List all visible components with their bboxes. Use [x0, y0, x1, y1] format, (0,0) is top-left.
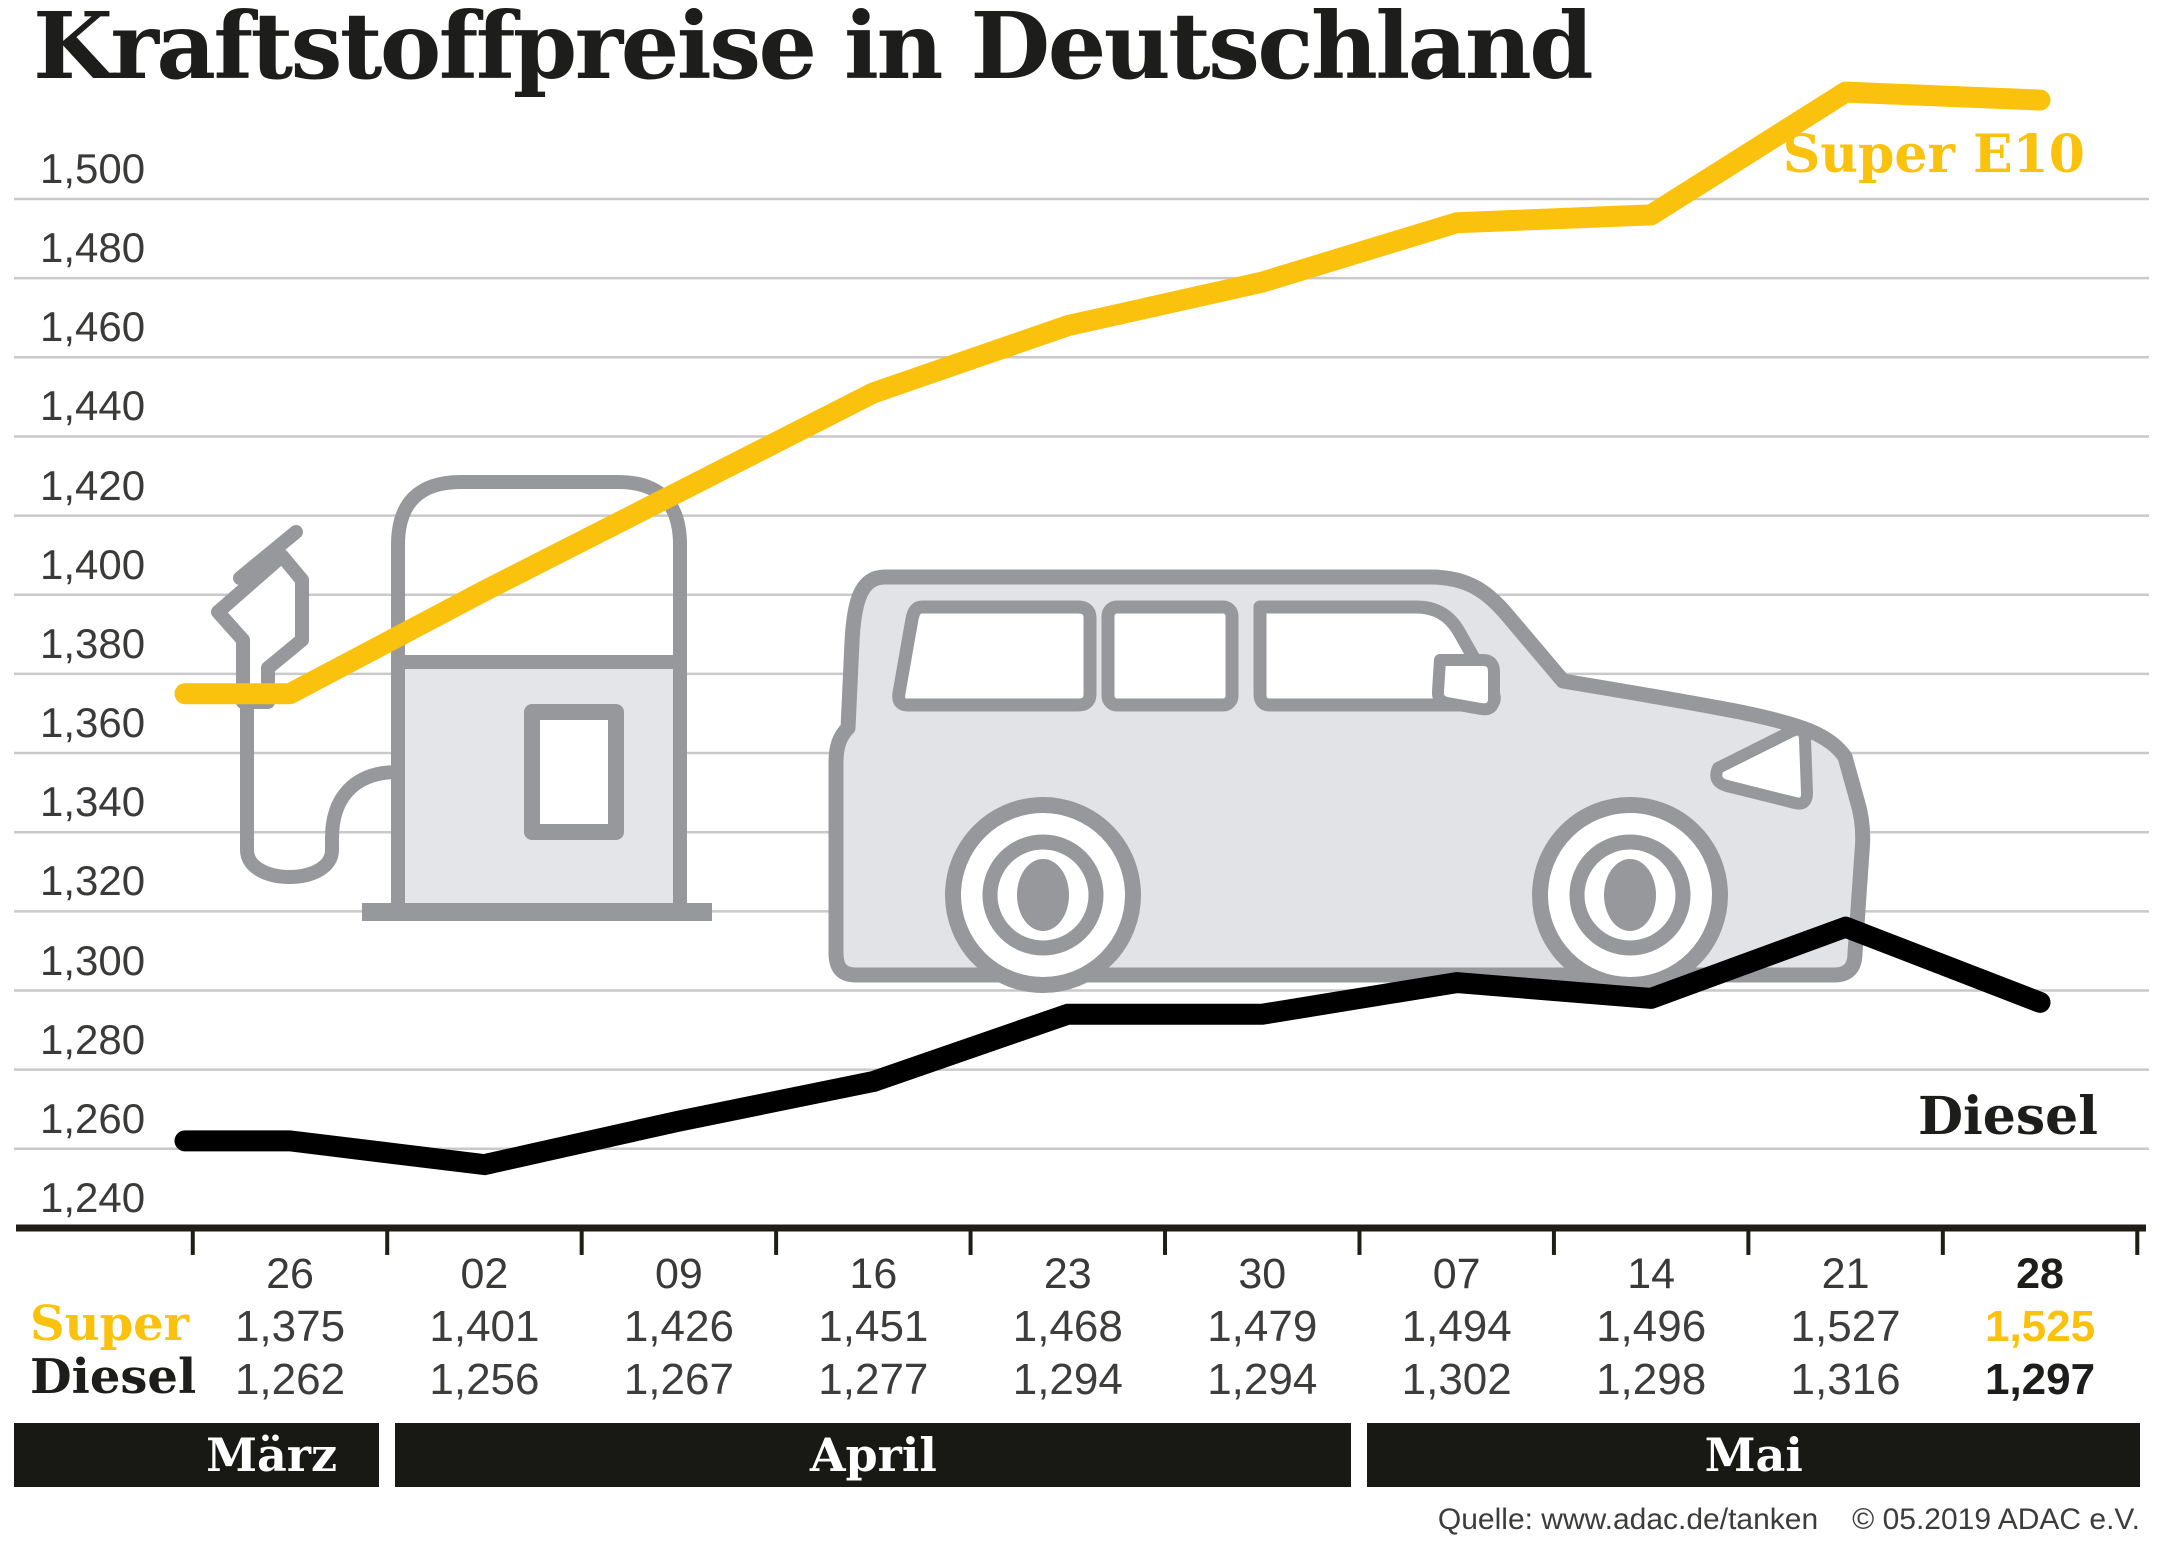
rear-wheel-icon [945, 797, 1141, 993]
car-icon [828, 569, 1871, 993]
price-cell: 1,262 [234, 1355, 346, 1404]
series-line-diesel [174, 916, 2051, 1176]
row-label-diesel: Diesel [30, 1349, 197, 1405]
source-line: Quelle: www.adac.de/tanken © 05.2019 ADAC… [1438, 1503, 2140, 1537]
price-cell: 1,297 [1984, 1355, 2096, 1404]
price-cell: 1,426 [623, 1302, 734, 1351]
date-label: 09 [654, 1250, 703, 1298]
date-label: 23 [1043, 1250, 1092, 1298]
price-cell: 1,302 [1401, 1355, 1512, 1404]
y-axis-label: 1,400 [40, 540, 146, 588]
date-label: 02 [460, 1250, 509, 1298]
date-label: 30 [1238, 1250, 1287, 1298]
y-axis-label: 1,340 [40, 778, 146, 826]
price-cell: 1,277 [818, 1355, 929, 1404]
y-axis-label: 1,240 [40, 1173, 146, 1221]
price-cell: 1,256 [429, 1355, 540, 1404]
date-label: 21 [1821, 1250, 1870, 1298]
price-cell: 1,468 [1012, 1302, 1123, 1351]
y-axis-label: 1,440 [40, 382, 146, 430]
month-bar-märz: März [14, 1423, 380, 1487]
y-axis-label: 1,500 [40, 145, 146, 192]
diesel-line-label: Diesel [1917, 1086, 2098, 1147]
price-cell: 1,294 [1207, 1355, 1318, 1404]
date-label: 26 [266, 1250, 314, 1298]
super-e10-line-label: Super E10 [1782, 124, 2085, 185]
row-label-super: Super [30, 1296, 189, 1352]
price-cell: 1,479 [1207, 1302, 1318, 1351]
x-axis [16, 1224, 2146, 1255]
price-cell: 1,267 [623, 1355, 734, 1404]
date-label: 14 [1627, 1250, 1676, 1298]
price-cell: 1,401 [429, 1302, 540, 1351]
page-title: Kraftstoffpreise in Deutschland [33, 0, 1594, 100]
price-cell: 1,294 [1012, 1355, 1123, 1404]
price-cell: 1,525 [1984, 1302, 2096, 1351]
y-axis-label: 1,420 [40, 461, 146, 509]
copyright-text: © 05.2019 ADAC e.V. [1852, 1503, 2140, 1536]
y-axis-label: 1,260 [40, 1094, 146, 1142]
month-bar-mai: Mai [1367, 1423, 2140, 1487]
price-cell: 1,451 [818, 1302, 929, 1351]
price-cell: 1,527 [1790, 1302, 1901, 1351]
series-line-super-e10 [174, 81, 2051, 705]
fuel-pump-icon [211, 475, 712, 921]
source-text: Quelle: www.adac.de/tanken [1437, 1503, 1819, 1536]
y-axis-label: 1,380 [40, 619, 146, 667]
series-lines [174, 81, 2051, 1176]
month-bar-april: April [395, 1423, 1352, 1487]
y-axis-label: 1,300 [40, 936, 146, 984]
y-axis-label: 1,480 [40, 224, 146, 272]
price-cell: 1,494 [1401, 1302, 1512, 1351]
front-wheel-icon [1532, 797, 1728, 993]
date-label: 28 [2016, 1250, 2064, 1298]
y-axis-label: 1,320 [40, 857, 146, 905]
price-cell: 1,298 [1596, 1355, 1707, 1404]
date-label: 07 [1432, 1250, 1481, 1298]
y-axis-label: 1,280 [40, 1015, 146, 1063]
price-cell: 1,375 [234, 1302, 346, 1351]
date-label: 16 [849, 1250, 898, 1298]
y-axis-label: 1,360 [40, 699, 146, 747]
price-cell: 1,316 [1790, 1355, 1901, 1404]
y-axis-label: 1,460 [40, 303, 146, 351]
price-cell: 1,496 [1596, 1302, 1707, 1351]
